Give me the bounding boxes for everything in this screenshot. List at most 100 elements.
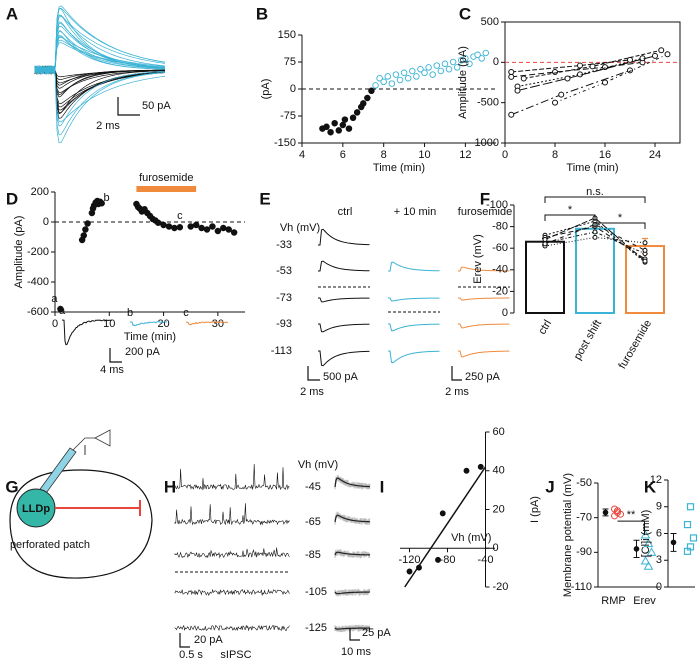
label: 10 ms xyxy=(341,646,371,658)
label: -125 xyxy=(305,622,327,634)
data-point xyxy=(437,67,445,75)
scale-bar xyxy=(349,628,360,641)
data-point xyxy=(335,127,343,134)
data-point xyxy=(435,556,441,563)
data-point xyxy=(564,75,571,82)
avg-trace xyxy=(334,511,371,526)
label: furosemide xyxy=(458,206,512,218)
label: -33 xyxy=(276,239,292,251)
data-point xyxy=(552,69,558,76)
data-point xyxy=(602,64,608,71)
y-tick-label: -150 xyxy=(274,137,296,149)
data-point xyxy=(508,73,515,80)
data-point xyxy=(466,60,473,68)
individual-line xyxy=(544,220,646,263)
data-point xyxy=(376,74,383,82)
significance-bracket xyxy=(594,222,646,229)
y-tick-label: -75 xyxy=(280,110,296,122)
data-point xyxy=(421,69,428,77)
y-tick-label: 40 xyxy=(493,465,505,477)
drug-label: furosemide xyxy=(139,172,193,184)
data-point xyxy=(520,75,527,82)
data-point xyxy=(640,555,651,565)
label: -105 xyxy=(305,586,327,598)
x-tick-label: 4 xyxy=(299,149,305,161)
x-axis-label: Time (min) xyxy=(373,162,425,174)
y-tick-label: -20 xyxy=(493,581,509,593)
data-point xyxy=(478,55,485,62)
trace xyxy=(318,323,370,333)
label: sIPSC xyxy=(220,649,251,659)
trend-line xyxy=(511,59,631,73)
data-point xyxy=(349,114,357,122)
label: -53 xyxy=(276,265,292,277)
label: a xyxy=(51,293,58,305)
error-bar xyxy=(633,539,640,559)
data-point xyxy=(225,226,232,233)
label: LLDp xyxy=(22,503,50,515)
avg-trace xyxy=(334,477,371,488)
y-tick-label: 75 xyxy=(284,56,296,68)
y-tick-label: 6 xyxy=(656,527,662,539)
avg-trace xyxy=(334,549,371,559)
data-point xyxy=(396,76,404,84)
x-axis-label: Vh (mV) xyxy=(451,532,491,544)
x-tick-label: -40 xyxy=(478,554,494,566)
data-point xyxy=(658,47,665,54)
trace xyxy=(34,30,166,75)
trace xyxy=(318,228,370,246)
trace xyxy=(174,503,290,526)
data-point xyxy=(643,561,654,570)
y-tick-label: -20 xyxy=(492,285,508,297)
data-point xyxy=(80,232,88,239)
data-point xyxy=(364,94,371,102)
data-point xyxy=(187,223,194,230)
y-tick-label: -1000 xyxy=(471,137,499,149)
y-axis-label: I (pA) xyxy=(529,496,541,523)
trace xyxy=(458,266,510,272)
amplifier xyxy=(94,429,111,447)
data-point xyxy=(339,121,347,129)
data-point xyxy=(686,543,695,551)
data-point xyxy=(482,49,490,57)
significance-label: ** xyxy=(627,509,636,521)
individual-line xyxy=(544,236,646,247)
tissue-outline xyxy=(9,469,153,579)
x-tick-label: 8 xyxy=(381,149,387,161)
label: 20 pA xyxy=(194,634,223,646)
y-tick-label: 9 xyxy=(656,501,662,513)
individual-point xyxy=(542,237,548,243)
label: 0.5 s xyxy=(179,649,203,659)
data-point xyxy=(57,305,64,313)
label: G xyxy=(5,477,18,496)
label: 2 ms xyxy=(96,120,120,132)
schematic xyxy=(9,429,153,579)
y-tick-label: 0 xyxy=(290,83,296,95)
label: -73 xyxy=(276,292,292,304)
significance-bracket xyxy=(617,520,645,536)
label: n.s. xyxy=(586,186,604,198)
data-point xyxy=(627,56,633,63)
data-point xyxy=(652,52,658,59)
data-point xyxy=(160,221,167,229)
data-point xyxy=(439,510,446,517)
data-point xyxy=(425,64,432,71)
data-point xyxy=(474,51,481,59)
trace xyxy=(388,323,440,332)
data-point xyxy=(345,125,353,132)
label: * xyxy=(568,204,573,216)
scale-bar xyxy=(307,366,320,381)
trace xyxy=(318,350,370,367)
y-axis-label: Erev (mV) xyxy=(472,234,484,284)
avg-trace xyxy=(334,551,371,556)
trend-line xyxy=(517,57,643,88)
y-tick-label: 0 xyxy=(493,542,499,554)
data-point xyxy=(331,119,338,127)
avg-trace xyxy=(334,591,371,595)
x-tick-label: -120 xyxy=(398,554,420,566)
label: -113 xyxy=(271,345,292,357)
significance-bracket xyxy=(544,214,596,221)
y-tick-label: 150 xyxy=(278,29,296,41)
data-point xyxy=(400,69,408,77)
